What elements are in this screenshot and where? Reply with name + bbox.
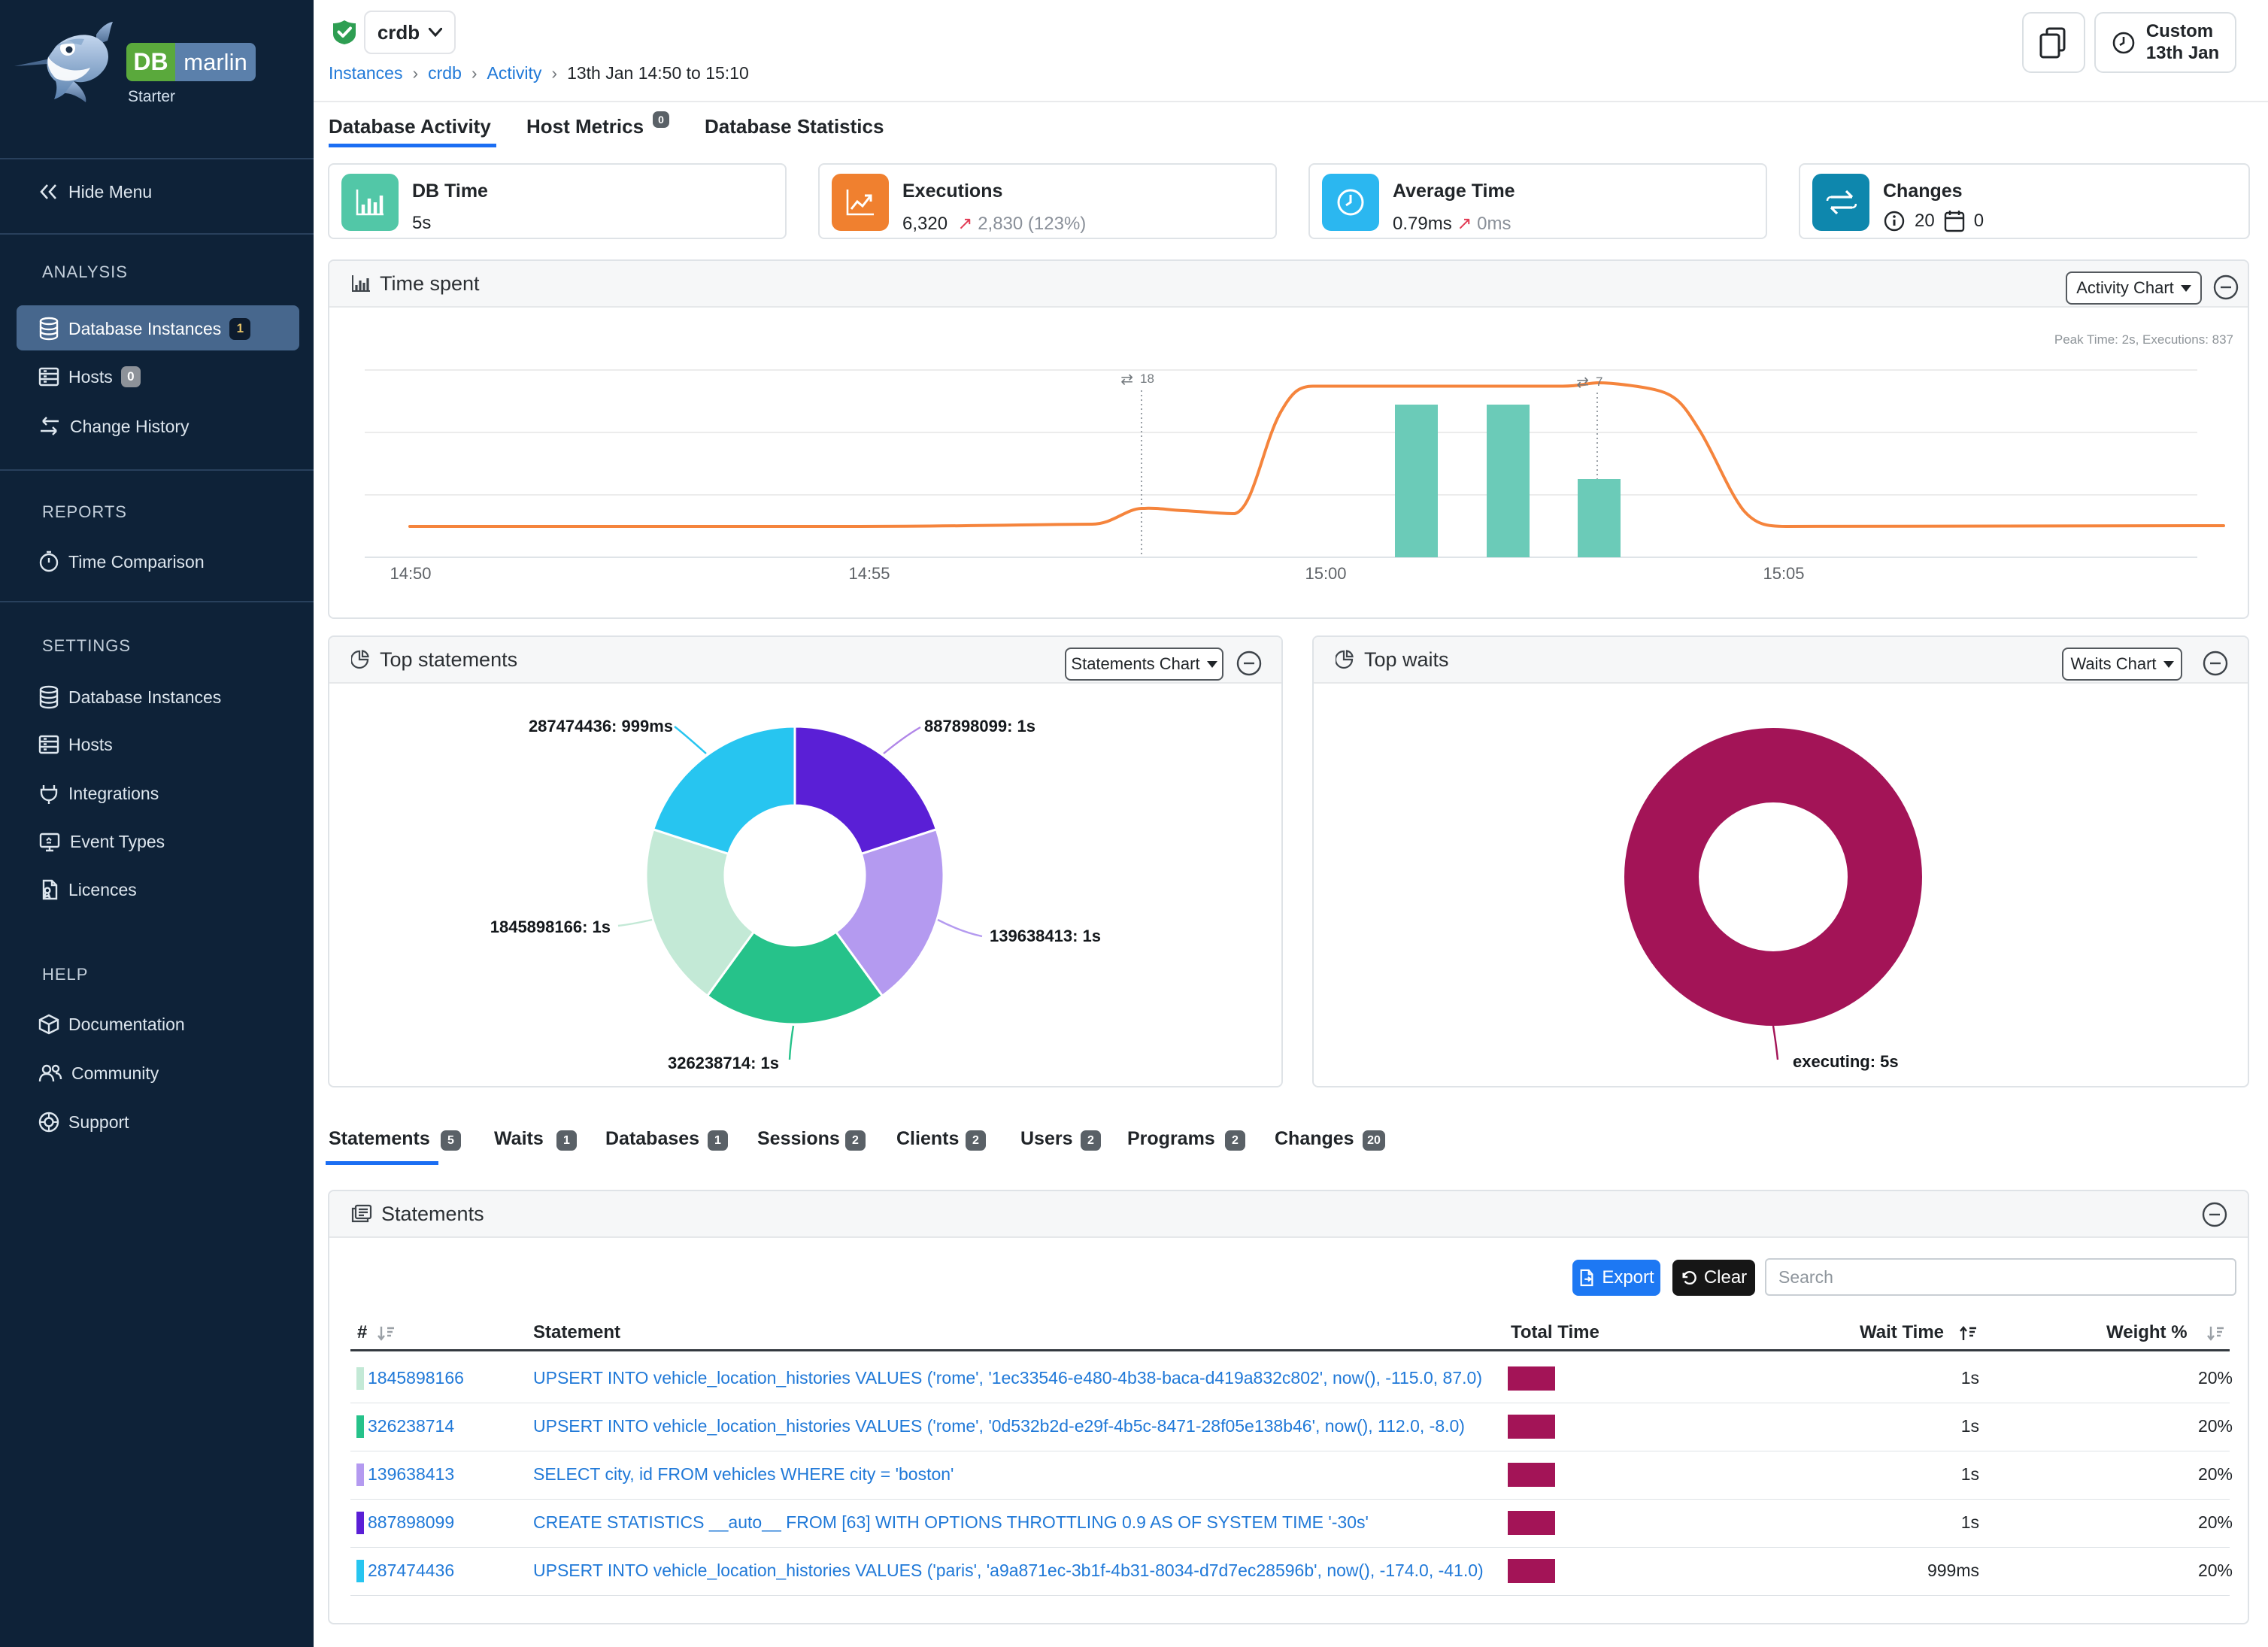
svg-text:887898099: 1s: 887898099: 1s: [924, 717, 1035, 736]
svg-text:139638413: 1s: 139638413: 1s: [990, 927, 1101, 945]
svg-text:⇄: ⇄: [1120, 372, 1133, 388]
svg-text:executing: 5s: executing: 5s: [1793, 1052, 1899, 1071]
svg-text:287474436: 999ms: 287474436: 999ms: [529, 717, 673, 736]
svg-text:15:05: 15:05: [1763, 564, 1804, 583]
svg-text:⇄: ⇄: [1576, 375, 1589, 391]
svg-text:326238714: 1s: 326238714: 1s: [668, 1054, 779, 1072]
svg-text:14:55: 14:55: [848, 564, 890, 583]
svg-text:1845898166: 1s: 1845898166: 1s: [490, 918, 611, 936]
svg-text:7: 7: [1596, 375, 1602, 389]
svg-text:15:00: 15:00: [1305, 564, 1346, 583]
svg-text:14:50: 14:50: [390, 564, 431, 583]
svg-text:Peak Time: 2s, Executions: 837: Peak Time: 2s, Executions: 837: [2054, 332, 2233, 347]
svg-text:18: 18: [1140, 372, 1154, 386]
